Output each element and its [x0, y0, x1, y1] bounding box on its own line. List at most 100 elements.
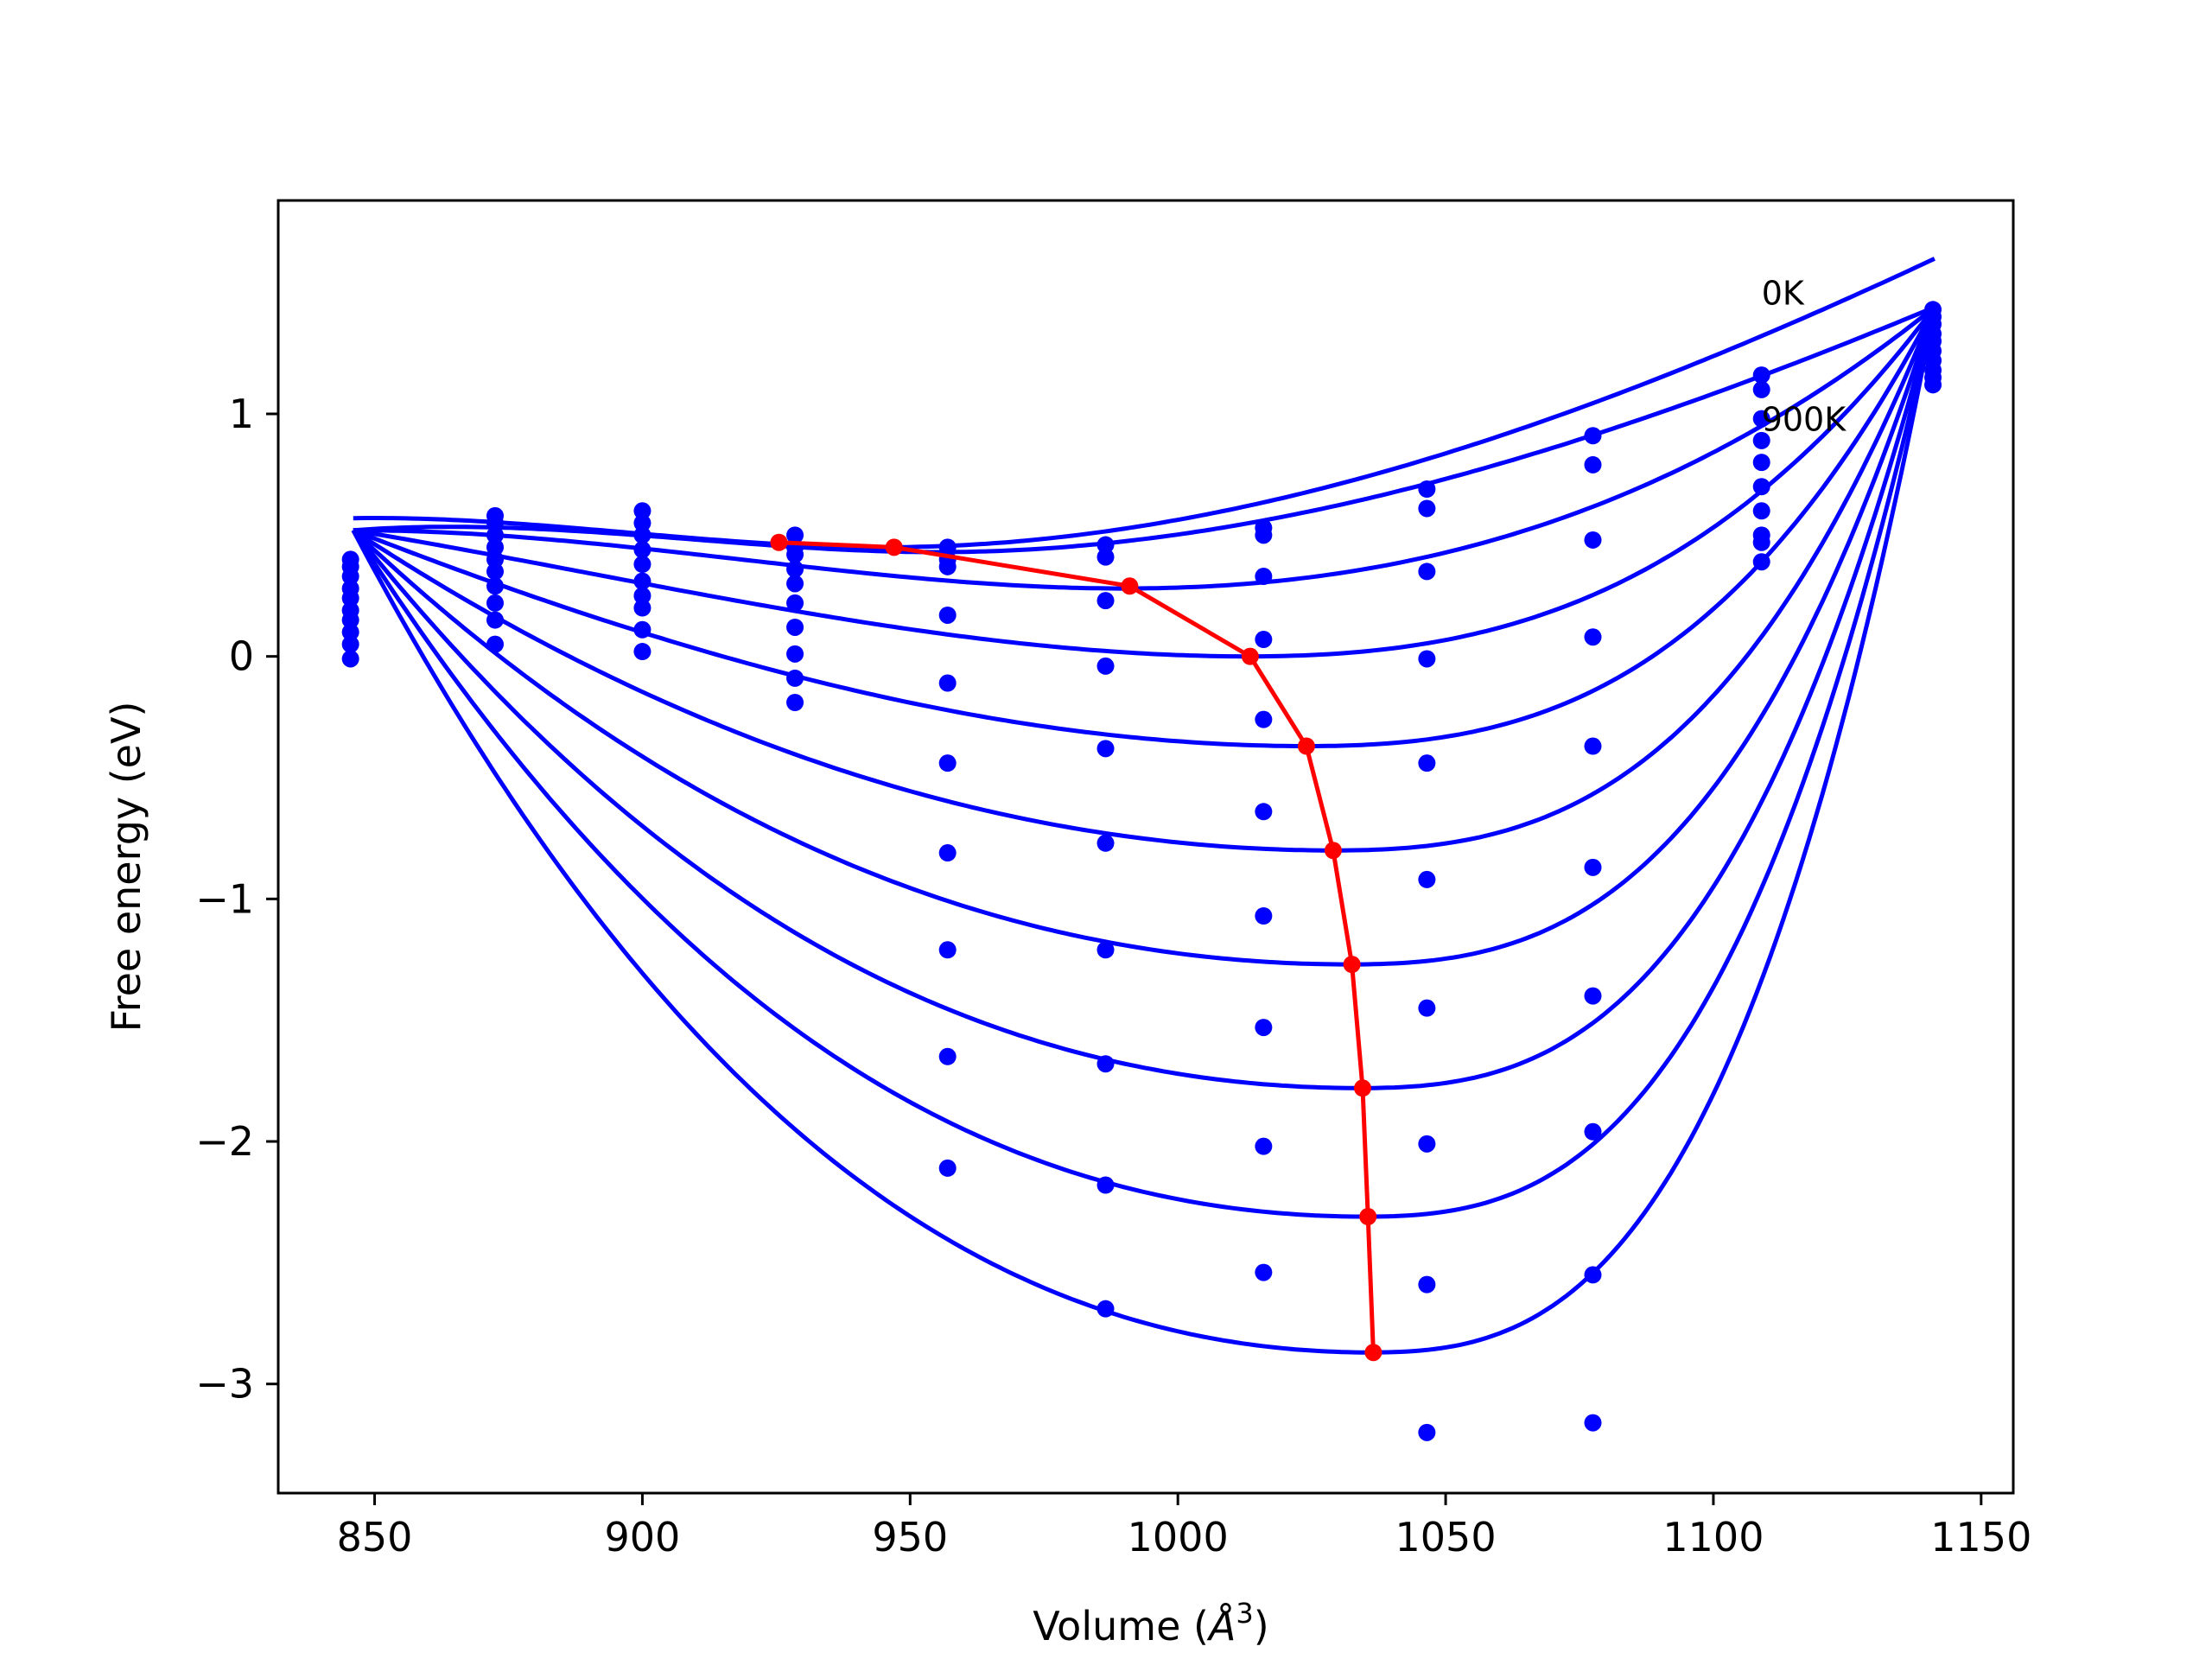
x-axis-label-sup: 3: [1236, 1597, 1253, 1630]
data-point: [1752, 380, 1770, 398]
fit-curves: [351, 257, 1937, 1355]
fit-curve: [351, 306, 1937, 1219]
data-point: [938, 557, 957, 575]
data-point: [938, 674, 957, 692]
data-point: [633, 541, 652, 559]
fit-curve: [353, 305, 1936, 659]
data-point: [1255, 526, 1273, 544]
data-point: [1096, 834, 1115, 852]
data-point: [1255, 568, 1273, 586]
minimum-point: [1121, 577, 1139, 595]
minimum-point: [1297, 737, 1315, 755]
data-point: [1584, 1122, 1602, 1141]
data-point: [938, 941, 957, 959]
data-point: [486, 577, 504, 595]
data-point: [786, 594, 804, 612]
data-point: [786, 575, 804, 593]
data-point: [486, 526, 504, 544]
temperature-annotation: 900K: [1762, 401, 1847, 439]
y-tick-label: 1: [229, 391, 254, 437]
data-point: [1096, 1055, 1115, 1073]
y-tick-label: −1: [195, 875, 254, 922]
data-point: [1255, 1263, 1273, 1281]
data-point: [633, 599, 652, 617]
data-point: [633, 514, 652, 532]
x-tick-label: 950: [872, 1514, 948, 1560]
x-axis-label-text: Volume (: [1033, 1603, 1209, 1649]
data-point: [1584, 531, 1602, 549]
data-point: [1584, 427, 1602, 445]
data-point: [1418, 499, 1436, 518]
y-axis-ticks: −3 −2 −1 0 1: [195, 391, 278, 1408]
data-point: [938, 606, 957, 624]
minimum-point: [770, 533, 788, 551]
data-point: [1418, 870, 1436, 888]
data-point: [1418, 1275, 1436, 1294]
x-tick-label: 850: [337, 1514, 413, 1560]
data-point: [341, 635, 359, 653]
data-point: [1584, 737, 1602, 755]
fit-curve: [352, 306, 1937, 853]
data-point: [341, 589, 359, 607]
data-point: [938, 1047, 957, 1065]
data-point: [1418, 999, 1436, 1017]
y-tick-label: −2: [195, 1118, 254, 1165]
data-point: [1418, 563, 1436, 581]
data-point: [786, 693, 804, 711]
fit-curve: [353, 305, 1936, 555]
data-point: [1418, 1135, 1436, 1153]
data-point: [341, 611, 359, 629]
fit-curve: [353, 305, 1936, 591]
data-points: [341, 301, 1942, 1441]
data-point: [486, 563, 504, 581]
data-point: [486, 594, 504, 612]
data-point: [486, 611, 504, 629]
data-point: [786, 545, 804, 563]
data-point: [786, 669, 804, 687]
data-point: [1752, 502, 1770, 520]
data-point: [1584, 628, 1602, 646]
data-point: [633, 526, 652, 544]
fit-curve: [352, 306, 1937, 967]
minimum-point: [1354, 1079, 1371, 1097]
data-point: [1255, 631, 1273, 649]
minimum-point: [885, 538, 903, 556]
x-axis-label-unit: Å: [1206, 1603, 1236, 1649]
x-tick-label: 900: [605, 1514, 681, 1560]
data-point: [1096, 548, 1115, 566]
data-point: [486, 538, 504, 556]
data-point: [786, 645, 804, 663]
fit-curve: [352, 306, 1937, 748]
x-tick-label: 1050: [1395, 1514, 1497, 1560]
data-point: [1752, 366, 1770, 385]
data-point: [1096, 536, 1115, 554]
data-point: [1418, 650, 1436, 668]
data-point: [341, 568, 359, 586]
data-point: [1584, 858, 1602, 876]
data-point: [1752, 410, 1770, 428]
fit-curve: [353, 257, 1936, 550]
data-point: [1752, 533, 1770, 551]
data-point: [1096, 1176, 1115, 1194]
temperature-annotation: 0K: [1762, 275, 1805, 313]
minimum-point: [1343, 956, 1361, 974]
y-tick-label: −3: [195, 1361, 254, 1408]
data-point: [486, 514, 504, 532]
data-point: [1255, 1019, 1273, 1037]
fit-curve: [351, 307, 1937, 1355]
minimum-point: [1324, 842, 1342, 860]
data-point: [1255, 1137, 1273, 1155]
data-point: [1752, 553, 1770, 571]
minimum-path: [770, 533, 1382, 1362]
data-point: [1584, 455, 1602, 474]
data-point: [1255, 710, 1273, 728]
x-tick-label: 1000: [1128, 1514, 1229, 1560]
minimum-point: [1364, 1344, 1382, 1362]
data-point: [786, 560, 804, 578]
data-point: [633, 556, 652, 574]
plot-frame: [276, 199, 2015, 1495]
data-point: [633, 620, 652, 639]
data-point: [1096, 657, 1115, 675]
data-point: [786, 526, 804, 544]
data-point: [938, 538, 957, 556]
